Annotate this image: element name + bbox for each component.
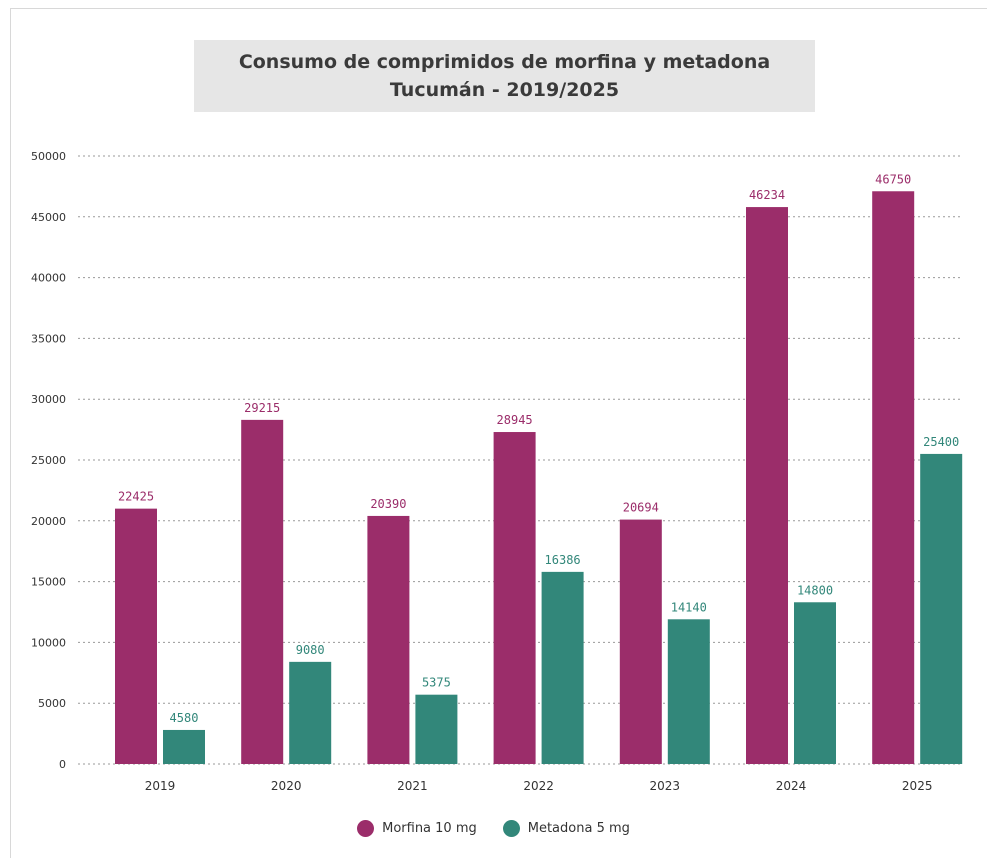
y-tick-label: 30000 (31, 393, 66, 406)
bar-morfina (619, 519, 662, 764)
bar-morfina (115, 508, 157, 764)
data-label-morfina: 20694 (623, 501, 659, 515)
x-tick-label: 2025 (902, 779, 933, 793)
chart-title-box: Consumo de comprimidos de morfina y meta… (194, 40, 815, 112)
y-tick-label: 45000 (31, 211, 66, 224)
y-tick-label: 50000 (31, 150, 66, 163)
x-tick-label: 2020 (271, 779, 302, 793)
bar-morfina (367, 515, 410, 764)
chart-subtitle: Tucumán - 2019/2025 (389, 79, 620, 101)
chart-legend: Morfina 10 mg Metadona 5 mg (0, 820, 987, 837)
legend-label-morfina: Morfina 10 mg (382, 821, 477, 836)
bar-chart: 0 5000 10000 15000 20000 25000 30000 35000 40000… (31, 150, 963, 793)
data-label-morfina: 20390 (370, 497, 406, 511)
data-label-morfina: 28945 (497, 413, 533, 427)
bar-metadona (794, 602, 836, 764)
y-tick-label: 10000 (31, 636, 66, 649)
data-label-morfina: 46750 (875, 172, 911, 186)
bar-metadona (289, 661, 332, 764)
legend-item-morfina: Morfina 10 mg (357, 820, 477, 837)
x-tick-label: 2023 (650, 779, 681, 793)
legend-item-metadona: Metadona 5 mg (502, 820, 630, 837)
bar-metadona (415, 694, 458, 764)
legend-swatch-morfina (357, 820, 375, 837)
data-label-metadona: 9080 (296, 643, 325, 657)
data-label-metadona: 4580 (170, 711, 199, 725)
y-tick-label: 35000 (31, 332, 66, 345)
bar-morfina (241, 419, 284, 764)
x-tick-label: 2021 (397, 779, 428, 793)
y-tick-label: 0 (59, 758, 66, 771)
chart-frame (10, 8, 987, 858)
y-tick-label: 15000 (31, 576, 66, 589)
bar-morfina (746, 207, 788, 764)
data-label-metadona: 14800 (797, 583, 833, 597)
bar-metadona (667, 619, 710, 764)
y-tick-label: 25000 (31, 454, 66, 467)
bar-morfina (872, 191, 915, 764)
y-tick-label: 40000 (31, 272, 66, 285)
chart-title: Consumo de comprimidos de morfina y meta… (238, 51, 771, 73)
y-tick-label: 20000 (31, 515, 66, 528)
y-tick-label: 5000 (38, 697, 66, 710)
legend-label-metadona: Metadona 5 mg (527, 821, 630, 836)
bar-metadona (541, 571, 584, 764)
data-label-metadona: 14140 (671, 600, 707, 614)
bar-morfina (493, 432, 536, 764)
data-label-metadona: 16386 (545, 553, 581, 567)
x-tick-label: 2019 (145, 779, 176, 793)
legend-swatch-metadona (502, 820, 520, 837)
data-label-morfina: 46234 (749, 188, 785, 202)
data-label-morfina: 22425 (118, 490, 154, 504)
data-label-metadona: 25400 (923, 435, 959, 449)
x-tick-label: 2024 (776, 779, 807, 793)
bar-metadona (163, 729, 205, 764)
bar-metadona (920, 453, 963, 764)
data-label-morfina: 29215 (244, 401, 280, 415)
data-label-metadona: 5375 (422, 676, 451, 690)
x-tick-label: 2022 (523, 779, 554, 793)
